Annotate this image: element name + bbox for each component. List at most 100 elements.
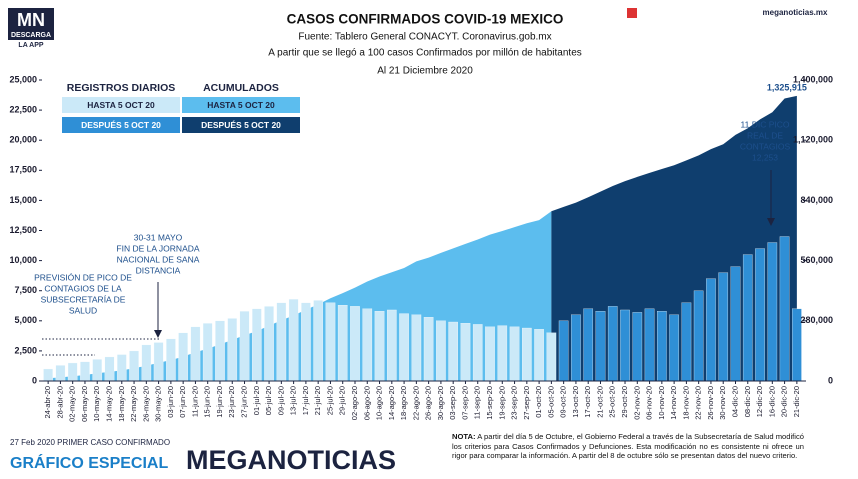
bar: [141, 344, 152, 382]
bar: [644, 308, 655, 382]
bar: [755, 248, 765, 382]
annotation: CONTAGIOS: [740, 141, 791, 151]
bar: [215, 320, 225, 382]
y2-tick-label: 280,000: [800, 315, 833, 325]
logo: MN: [17, 10, 45, 30]
y-tick-label: 10,000: [9, 255, 37, 265]
x-tick-label: 11-sep-20: [473, 386, 482, 419]
bar: [657, 311, 667, 382]
bar: [55, 365, 66, 382]
bar: [313, 300, 323, 382]
bar: [288, 298, 299, 382]
legend-swatch: [62, 97, 180, 113]
bar: [607, 306, 618, 382]
bar: [436, 320, 446, 382]
x-tick-label: 24-abr-20: [43, 386, 52, 419]
y-tick-label: 25,000: [9, 74, 37, 84]
bar: [423, 317, 434, 382]
site: meganoticias.mx: [763, 8, 828, 17]
note-label: NOTA:: [452, 432, 476, 441]
x-tick-label: 18-may-20: [117, 386, 126, 422]
x-tick-label: 21-oct-20: [595, 386, 604, 418]
bar: [730, 266, 741, 382]
bar: [387, 309, 397, 382]
x-tick-label: 07-jun-20: [178, 386, 187, 418]
x-tick-label: 21-dic-20: [792, 386, 801, 417]
subtitle: A partir que se llegó a 100 casos Confir…: [268, 48, 582, 59]
bar: [448, 321, 458, 382]
flag-icon: [627, 8, 637, 18]
bar: [411, 314, 422, 382]
x-tick-label: 22-may-20: [129, 386, 138, 422]
x-tick-label: 30-nov-20: [718, 386, 727, 420]
bar: [718, 272, 729, 382]
annotation: NACIONAL DE SANA: [117, 254, 200, 264]
bar: [92, 359, 103, 382]
special: GRÁFICO ESPECIAL: [10, 453, 168, 472]
note-text: A partir del día 5 de Octubre, el Gobier…: [452, 432, 804, 461]
x-tick-label: 02-ago-20: [350, 386, 359, 420]
bar: [620, 309, 630, 382]
legend-label: DESPUÉS 5 OCT 20: [201, 120, 281, 130]
annotation: 30-31 MAYO: [134, 232, 183, 242]
bar: [509, 326, 520, 382]
chart-title: CASOS CONFIRMADOS COVID-19 MEXICO: [287, 12, 564, 27]
x-tick-label: 02-nov-20: [632, 386, 641, 420]
x-tick-label: 01-jul-20: [252, 386, 261, 415]
y-tick-label: 20,000: [9, 135, 37, 145]
x-tick-label: 17-oct-20: [583, 386, 592, 418]
x-tick-label: 14-nov-20: [669, 386, 678, 420]
x-tick-label: 18-ago-20: [399, 386, 408, 420]
annotation: SUBSECRETARÍA DE: [41, 294, 126, 304]
y2-tick-label: 840,000: [800, 195, 833, 205]
x-tick-label: 26-ago-20: [424, 386, 433, 420]
x-tick-label: 18-nov-20: [681, 386, 690, 420]
bar: [178, 332, 188, 382]
bar: [239, 311, 250, 382]
logo-box: [8, 8, 54, 40]
y2-tick-label: 560,000: [800, 255, 833, 265]
x-tick-label: 10-ago-20: [375, 386, 384, 420]
bar: [460, 323, 471, 382]
bar: [264, 306, 274, 382]
bar: [546, 332, 557, 382]
bar: [227, 318, 238, 382]
x-tick-label: 17-jul-20: [301, 386, 310, 415]
y-tick-label: 5,000: [14, 315, 37, 325]
x-tick-label: 29-oct-20: [620, 386, 629, 418]
x-tick-label: 25-jul-20: [325, 386, 334, 415]
bar: [497, 325, 508, 382]
bar: [202, 323, 213, 382]
x-tick-label: 11-jun-20: [190, 386, 199, 417]
x-tick-label: 05-jul-20: [264, 386, 273, 415]
x-tick-label: 07-sep-20: [460, 386, 469, 420]
y-tick-label: 12,500: [9, 225, 37, 235]
x-tick-label: 20-dic-20: [780, 386, 789, 417]
x-tick-label: 06-ago-20: [362, 386, 371, 420]
brand: MEGANOTICIAS: [186, 445, 396, 475]
x-tick-label: 22-nov-20: [694, 386, 703, 420]
bar: [190, 326, 201, 382]
x-tick-label: 27-sep-20: [522, 386, 531, 420]
x-tick-label: 13-jul-20: [289, 386, 298, 415]
annotation: FIN DE LA JORNADA: [116, 243, 199, 253]
x-tick-label: 15-jun-20: [203, 386, 212, 418]
y-tick-label: 17,500: [9, 165, 37, 175]
x-tick-label: 14-ago-20: [387, 386, 396, 420]
bar: [153, 342, 164, 382]
x-tick-label: 14-may-20: [104, 386, 113, 422]
y2-tick-label: 1,400,000: [793, 74, 833, 84]
y-tick-label: 22,500: [9, 104, 37, 114]
annotation: REAL DE: [747, 130, 783, 140]
x-tick-label: 12-dic-20: [755, 386, 764, 417]
bar: [301, 302, 311, 382]
x-tick-label: 25-oct-20: [608, 386, 617, 418]
bar: [43, 368, 53, 382]
bar: [337, 304, 348, 382]
bar: [534, 329, 544, 382]
bar: [80, 361, 90, 382]
legend-label: HASTA 5 OCT 20: [87, 100, 155, 110]
annotation: PREVISIÓN DE PICO DE: [34, 272, 132, 282]
x-tick-label: 10-nov-20: [657, 386, 666, 420]
